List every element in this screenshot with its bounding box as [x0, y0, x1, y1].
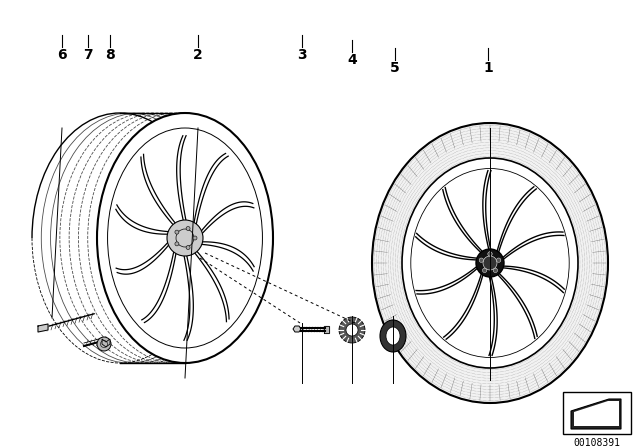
Circle shape	[186, 246, 190, 250]
Text: 2: 2	[193, 48, 203, 62]
Circle shape	[346, 324, 358, 336]
Polygon shape	[324, 326, 329, 333]
Text: 8: 8	[105, 48, 115, 62]
Circle shape	[483, 256, 497, 270]
Text: 00108391: 00108391	[573, 438, 621, 448]
Text: 7: 7	[83, 48, 93, 62]
Circle shape	[493, 268, 497, 272]
Text: 3: 3	[297, 48, 307, 62]
Ellipse shape	[386, 327, 400, 345]
Ellipse shape	[380, 320, 406, 352]
Ellipse shape	[167, 220, 203, 256]
Ellipse shape	[372, 123, 608, 403]
Circle shape	[175, 230, 179, 234]
Ellipse shape	[402, 158, 578, 368]
Text: 5: 5	[390, 61, 400, 75]
Circle shape	[339, 317, 365, 343]
Circle shape	[483, 268, 487, 272]
Text: 1: 1	[483, 61, 493, 75]
Circle shape	[479, 258, 484, 263]
Polygon shape	[293, 326, 301, 332]
Circle shape	[488, 252, 492, 256]
Circle shape	[97, 337, 111, 351]
Circle shape	[193, 236, 197, 240]
Polygon shape	[38, 324, 48, 332]
Circle shape	[476, 249, 504, 277]
Circle shape	[186, 227, 190, 230]
Ellipse shape	[97, 113, 273, 363]
Circle shape	[497, 258, 501, 263]
Polygon shape	[571, 399, 621, 429]
Text: 6: 6	[57, 48, 67, 62]
Polygon shape	[102, 339, 110, 347]
Text: 4: 4	[347, 53, 357, 67]
Polygon shape	[574, 401, 619, 426]
Bar	[563, 392, 631, 434]
Circle shape	[175, 242, 179, 246]
